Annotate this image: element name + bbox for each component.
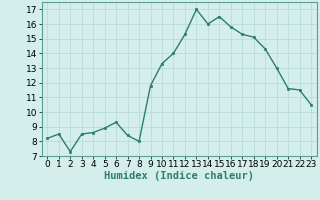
X-axis label: Humidex (Indice chaleur): Humidex (Indice chaleur) (104, 171, 254, 181)
